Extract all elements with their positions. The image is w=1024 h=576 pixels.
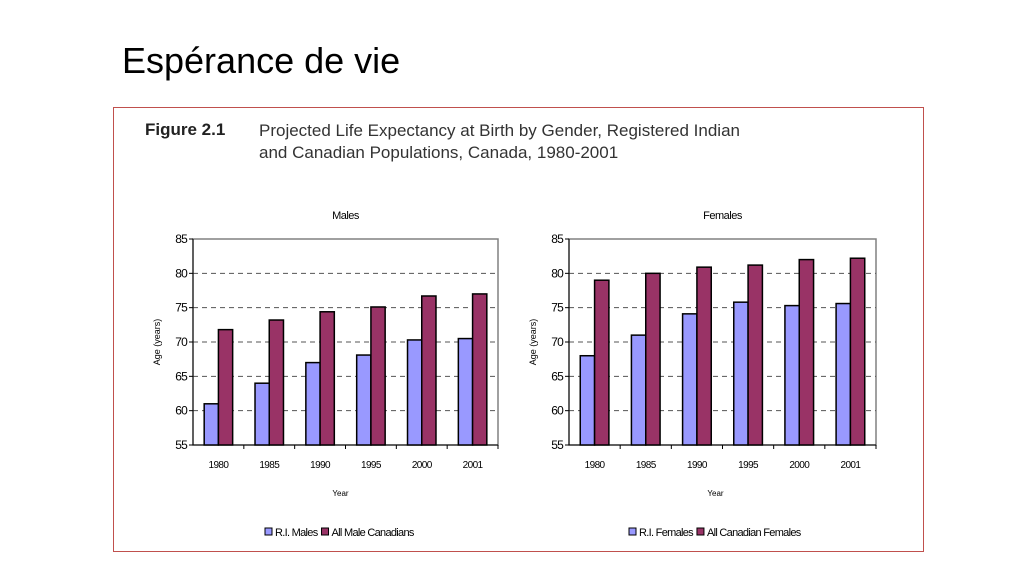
y-tick-label: 85 [551, 232, 564, 246]
x-tick-label: 1990 [310, 460, 331, 471]
x-tick-label: 1990 [687, 460, 708, 471]
bar-all-canadian-females [747, 264, 764, 446]
bar-r-i-males [406, 339, 423, 446]
bar-all-male-canadians [217, 328, 234, 446]
legend-label: R.I. Males [275, 527, 319, 539]
y-tick-label: 65 [551, 369, 564, 383]
y-axis-label: Age (years) [528, 319, 538, 366]
legend-label: All Male Canadians [332, 527, 415, 539]
bar-all-canadian-females [849, 257, 866, 446]
bar-all-canadian-females [645, 272, 661, 446]
y-tick-label: 70 [175, 335, 188, 349]
y-tick-label: 60 [175, 404, 188, 418]
chart-title: Females [703, 210, 743, 222]
y-tick-label: 85 [175, 232, 188, 246]
y-tick-label: 60 [551, 404, 564, 418]
legend-swatch [321, 527, 330, 536]
bar-all-canadian-females [593, 279, 610, 446]
y-tick-label: 80 [551, 266, 564, 280]
y-tick-label: 55 [175, 438, 188, 452]
slide-title: Espérance de vie [122, 40, 401, 81]
x-tick-label: 2001 [840, 460, 861, 471]
bar-all-male-canadians [319, 311, 336, 446]
x-tick-label: 1980 [585, 460, 606, 471]
bar-r-i-males [254, 382, 270, 446]
bar-all-male-canadians [370, 306, 386, 446]
caption-line-2: and Canadian Populations, Canada, 1980-2… [259, 143, 619, 162]
x-tick-label: 1985 [636, 460, 657, 471]
bar-r-i-males [305, 361, 321, 446]
y-tick-label: 75 [551, 301, 564, 315]
caption-line-1: Projected Life Expectancy at Birth by Ge… [259, 121, 740, 140]
x-tick-label: 1985 [259, 460, 280, 471]
bar-r-i-females [579, 354, 596, 446]
y-tick-label: 65 [175, 369, 188, 383]
x-tick-label: 1995 [361, 460, 382, 471]
bar-all-canadian-females [696, 266, 712, 446]
y-tick-label: 75 [175, 301, 188, 315]
bar-r-i-females [630, 334, 647, 446]
x-tick-label: 2001 [463, 460, 484, 471]
bar-all-canadian-females [798, 258, 815, 446]
bar-r-i-males [203, 403, 220, 446]
chart-title: Males [332, 210, 360, 222]
legend-swatch [696, 527, 705, 536]
y-tick-label: 80 [175, 266, 188, 280]
x-tick-label: 2000 [412, 460, 433, 471]
figure-number: Figure 2.1 [145, 120, 226, 139]
bar-r-i-females [681, 313, 698, 446]
figure-frame [113, 107, 924, 552]
bar-all-male-canadians [421, 295, 437, 446]
bar-r-i-females [784, 304, 801, 446]
bar-all-male-canadians [268, 319, 285, 446]
x-tick-label: 1995 [738, 460, 759, 471]
y-tick-label: 55 [551, 438, 564, 452]
bar-r-i-females [835, 302, 852, 446]
x-tick-label: 2000 [789, 460, 810, 471]
bar-r-i-females [733, 301, 749, 446]
bar-r-i-males [355, 354, 372, 446]
x-axis-label: Year [332, 489, 349, 498]
legend-label: All Canadian Females [707, 527, 802, 539]
y-axis-label: Age (years) [152, 319, 162, 366]
legend-swatch [628, 527, 637, 536]
y-tick-label: 70 [551, 335, 564, 349]
x-tick-label: 1980 [208, 460, 229, 471]
bar-r-i-males [457, 337, 474, 446]
legend-swatch [264, 527, 273, 536]
figure-caption: Projected Life Expectancy at Birth by Ge… [259, 120, 859, 164]
bar-all-male-canadians [471, 293, 488, 446]
x-axis-label: Year [707, 489, 724, 498]
legend-label: R.I. Females [639, 527, 694, 539]
